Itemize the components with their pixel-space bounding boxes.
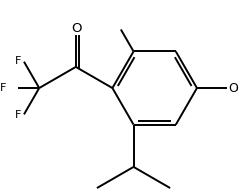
Text: F: F	[15, 110, 22, 120]
Text: O: O	[227, 82, 237, 95]
Text: F: F	[0, 83, 7, 93]
Text: O: O	[71, 22, 81, 35]
Text: F: F	[15, 56, 22, 66]
